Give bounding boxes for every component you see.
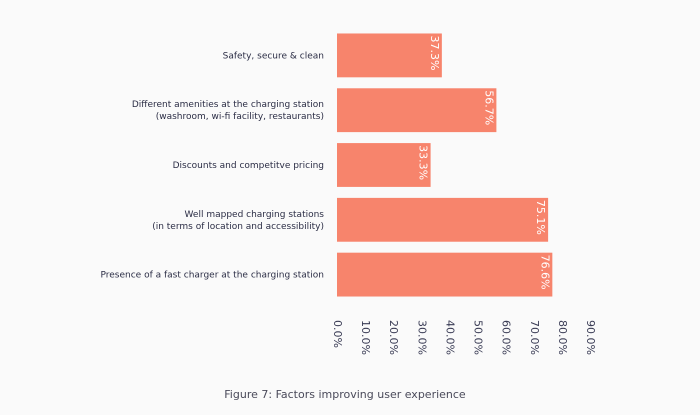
label-line: (washroom, wi-fi facility, restaurants) bbox=[156, 112, 324, 122]
y-tick-label: Presence of a fast charger at the chargi… bbox=[101, 270, 325, 280]
y-tick-label: Discounts and competitve pricing bbox=[173, 161, 324, 171]
label-line: Different amenities at the charging stat… bbox=[132, 100, 324, 110]
x-tick-label: 0.0% bbox=[331, 320, 344, 348]
y-tick-label: Well mapped charging stations (in terms o… bbox=[152, 209, 324, 231]
x-tick-label: 10.0% bbox=[359, 320, 372, 355]
x-tick-label: 40.0% bbox=[443, 320, 456, 355]
x-tick-label: 80.0% bbox=[556, 320, 569, 355]
chart-title: Figure 7: Factors improving user experie… bbox=[224, 388, 466, 401]
value-label: 33.3% bbox=[417, 145, 430, 180]
label-line: Presence of a fast charger at the chargi… bbox=[101, 270, 325, 280]
value-label: 76.6% bbox=[538, 255, 551, 290]
label-line: Well mapped charging stations bbox=[185, 209, 325, 219]
bar bbox=[337, 252, 553, 297]
x-tick-label: 20.0% bbox=[387, 320, 400, 355]
y-tick-label: Different amenities at the charging stat… bbox=[132, 100, 324, 122]
x-tick-label: 90.0% bbox=[584, 320, 597, 355]
value-label: 75.1% bbox=[534, 200, 547, 235]
bar bbox=[337, 88, 497, 133]
label-line: Discounts and competitve pricing bbox=[173, 161, 324, 171]
value-label: 56.7% bbox=[482, 90, 495, 125]
x-tick-label: 70.0% bbox=[528, 320, 541, 355]
bar bbox=[337, 33, 442, 78]
label-line: Safety, secure & clean bbox=[223, 51, 324, 61]
y-tick-label: Safety, secure & clean bbox=[223, 51, 324, 61]
bar bbox=[337, 197, 549, 242]
x-tick-label: 60.0% bbox=[500, 320, 513, 355]
x-tick-label: 50.0% bbox=[472, 320, 485, 355]
x-tick-label: 30.0% bbox=[415, 320, 428, 355]
value-label: 37.3% bbox=[428, 35, 441, 70]
bar bbox=[337, 143, 431, 187]
label-line: (in terms of location and accessibility) bbox=[152, 221, 324, 231]
